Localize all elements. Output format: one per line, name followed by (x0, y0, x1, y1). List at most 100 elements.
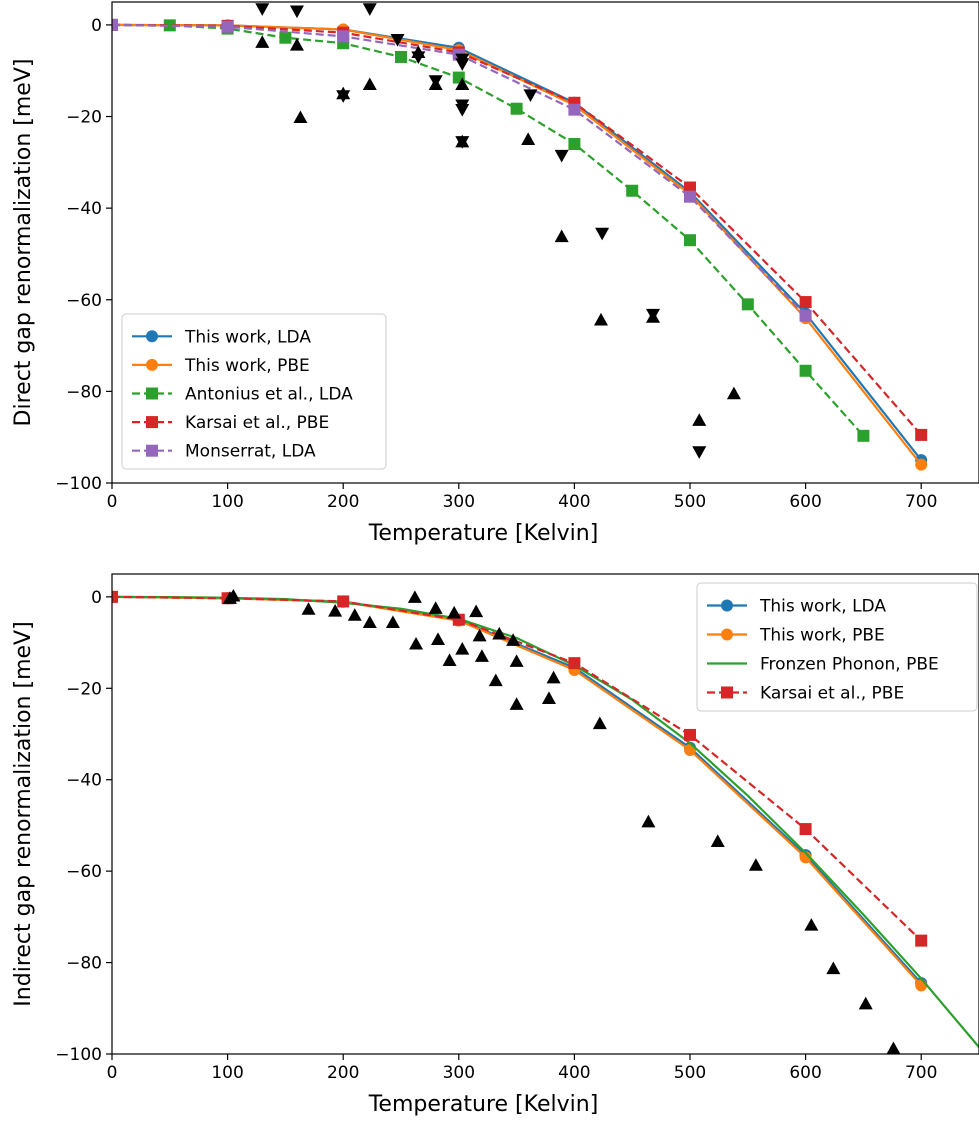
plot-area (112, 588, 979, 1054)
experimental-point-up (474, 649, 489, 662)
experimental-point-up (804, 918, 819, 931)
experimental-point-up (488, 673, 503, 687)
experimental-point-down (595, 227, 610, 241)
y-tick-label: −100 (55, 474, 102, 494)
data-point (915, 428, 928, 441)
experimental-point-up (430, 632, 445, 645)
legend-label: This work, PBE (759, 626, 885, 646)
legend-item: Fronzen Phonon, PBE (707, 655, 939, 675)
legend-box (121, 313, 387, 470)
experimental-point-down (692, 446, 707, 459)
x-tick-label: 0 (107, 492, 118, 512)
y-tick-label: 0 (91, 16, 102, 36)
legend-marker (146, 444, 158, 457)
legend-label: Monserrat, LDA (185, 442, 316, 462)
experimental-point-up (641, 814, 656, 828)
experimental-point-up (886, 1041, 901, 1054)
experimental-point-up (748, 858, 763, 871)
experimental-point-up (826, 961, 841, 975)
y-tick-label: −60 (66, 862, 102, 882)
x-tick-label: 200 (327, 1063, 359, 1083)
x-tick-label: 0 (107, 1063, 118, 1083)
legend-label: Antonius et al., LDA (185, 385, 353, 405)
data-point (915, 979, 928, 992)
experimental-point-up (509, 697, 524, 710)
experimental-point-down (646, 308, 661, 322)
x-tick-label: 400 (558, 492, 590, 512)
plot-frame (111, 1, 979, 484)
experimental-point-up (541, 691, 556, 704)
data-point (741, 298, 754, 311)
experimental-point-down (455, 136, 470, 149)
experimental-data (255, 3, 741, 459)
legend: This work, LDA This work, PBE Antonius et … (121, 313, 387, 470)
data-point (337, 30, 350, 43)
data-point (799, 823, 812, 836)
x-tick-label: 200 (327, 492, 359, 512)
y-tick-label: −20 (66, 108, 102, 128)
legend: This work, LDA This work, PBE Fronzen Phon… (696, 582, 978, 712)
plot-frame (111, 573, 979, 1055)
series-line (112, 23, 807, 317)
experimental-point-down (390, 33, 405, 47)
data-point (857, 429, 870, 442)
legend-marker (146, 387, 158, 400)
experimental-point-up (554, 229, 569, 243)
data-point (568, 138, 581, 151)
experimental-point-up (255, 35, 270, 48)
series-line (112, 23, 865, 437)
x-tick-label: 400 (558, 1063, 590, 1083)
data-point (799, 851, 812, 864)
x-tick-label: 700 (905, 492, 937, 512)
x-tick-label: 500 (674, 492, 706, 512)
data-point (568, 657, 581, 670)
experimental-point-up (407, 590, 422, 603)
experimental-point-up (858, 996, 873, 1010)
y-tick-label: −20 (66, 679, 102, 699)
legend-label: This work, LDA (759, 597, 886, 617)
x-axis-label: Temperature [Kelvin] (368, 521, 599, 546)
data-point (915, 458, 928, 471)
x-tick-label: 100 (211, 1063, 243, 1083)
experimental-point-up (726, 386, 741, 400)
y-tick-label: −100 (55, 1045, 102, 1065)
experimental-point-up (509, 654, 524, 667)
experimental-point-up (293, 110, 308, 124)
legend-label: Karsai et al., PBE (185, 413, 329, 433)
experimental-point-up (455, 77, 470, 91)
experimental-point-up (301, 602, 316, 615)
experimental-point-down (336, 90, 351, 103)
legend-marker (146, 416, 158, 429)
experimental-point-down (523, 89, 538, 102)
experimental-point-up (506, 633, 521, 646)
experimental-point-up (592, 716, 607, 730)
experimental-point-up (289, 38, 304, 51)
experimental-point-up (409, 636, 424, 650)
data-point (799, 296, 812, 309)
legend-label: Fronzen Phonon, PBE (760, 655, 939, 675)
legend-marker (146, 330, 158, 343)
data-point (395, 50, 407, 63)
x-axis-label: Temperature [Kelvin] (368, 1092, 599, 1117)
x-tick-label: 600 (789, 492, 821, 512)
y-tick-label: −80 (66, 382, 102, 402)
data-point (279, 31, 292, 44)
legend-marker (721, 628, 733, 641)
experimental-point-down (255, 3, 270, 16)
y-tick-label: −40 (66, 771, 102, 791)
legend-item: Karsai et al., PBE (132, 413, 329, 433)
x-tick-label: 600 (789, 1063, 821, 1083)
y-tick-label: 0 (91, 588, 102, 608)
experimental-point-up (593, 312, 608, 326)
y-tick-label: −80 (66, 954, 102, 974)
y-axis-label: Direct gap renormalization [meV] (11, 59, 36, 427)
x-tick-label: 500 (674, 1063, 706, 1083)
indirect-gap-chart: 0 100 200 300 400 500 600 700 0 −20 −40 −60 −80 −100 T… (11, 573, 979, 1117)
legend-item: This work, PBE (132, 356, 310, 376)
experimental-point-down (362, 3, 377, 16)
legend-label: This work, LDA (184, 327, 311, 347)
experimental-point-down (411, 51, 426, 64)
data-point (684, 190, 696, 203)
legend-label: This work, PBE (184, 356, 310, 376)
